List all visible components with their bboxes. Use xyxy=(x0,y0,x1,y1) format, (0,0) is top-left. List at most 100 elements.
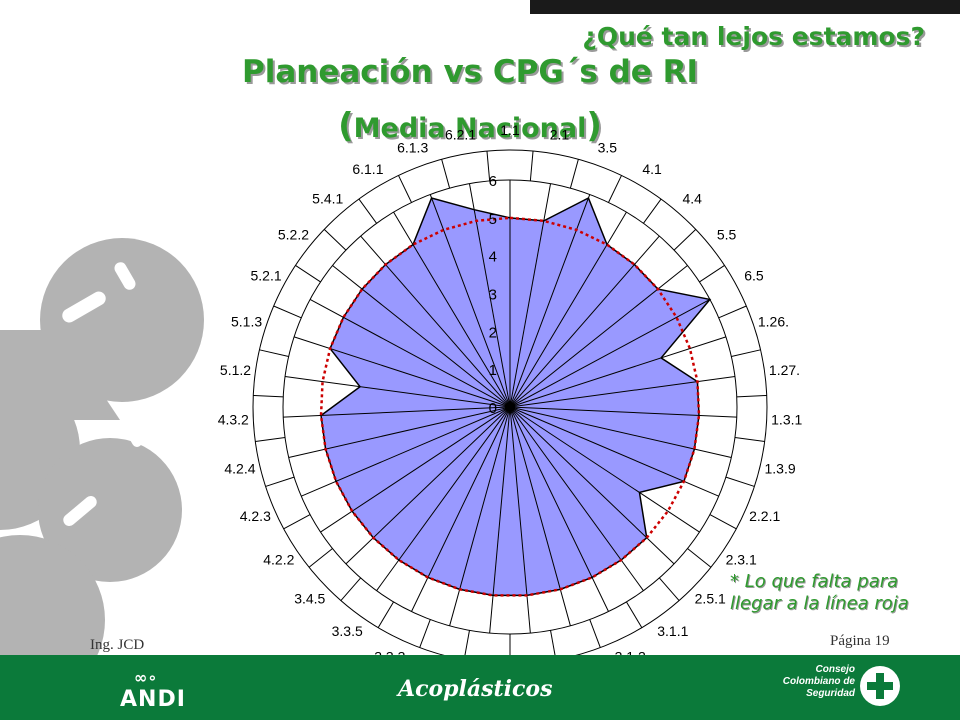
ccs-line-3: Seguridad xyxy=(806,688,855,699)
radar-spoke xyxy=(509,406,737,418)
radar-outer-divider xyxy=(643,198,662,224)
radar-category-label: 4.3.2 xyxy=(218,411,249,427)
subtitle-text: Media Nacional xyxy=(353,113,587,144)
radar-outer-divider xyxy=(569,159,579,189)
radar-outer-divider xyxy=(687,548,712,568)
radar-tick-labels: 0 1 2 3 4 5 6 xyxy=(489,173,497,417)
radar-category-label: 5.2.2 xyxy=(278,226,309,242)
radar-category-label: 2.1 xyxy=(550,126,570,142)
ccs-logo-text: Consejo Colombiano de Seguridad xyxy=(775,664,855,700)
radar-outer-divider xyxy=(377,601,395,628)
chart-note: * Lo que falta para llegar a la línea ro… xyxy=(730,571,960,615)
radar-category-label: 6.1.1 xyxy=(352,161,383,177)
radar-category-label: 3.3.5 xyxy=(332,623,363,639)
ccs-cross-icon xyxy=(860,666,900,706)
radar-outer-divider xyxy=(255,436,286,442)
radar-outer-divider xyxy=(550,630,557,660)
radar-outer-divider xyxy=(589,619,601,648)
radar-category-label: 1.1 xyxy=(500,122,520,138)
radar-category-label: 4.4 xyxy=(683,190,703,206)
radar-spoke xyxy=(376,406,511,591)
radar-outer-divider xyxy=(283,514,311,530)
radar-outer-divider xyxy=(699,265,725,283)
radar-category-label: 1.27. xyxy=(769,362,800,378)
page-subtitle: (Media Nacional) xyxy=(338,106,602,146)
radar-category-label: 2.5.1 xyxy=(695,590,726,606)
radar-outer-divider xyxy=(731,349,761,357)
radar-area-series xyxy=(283,180,737,634)
radar-target-series xyxy=(319,216,701,597)
acoplasticos-logo: Acoplásticos xyxy=(398,676,553,702)
radar-outer-divider xyxy=(419,619,431,648)
radar-category-label: 5.5 xyxy=(717,226,737,242)
radar-spoke xyxy=(301,406,511,497)
radar-category-label: 5.4.1 xyxy=(312,190,343,206)
radar-outer-divider xyxy=(718,305,747,319)
radar-spoke xyxy=(509,235,660,408)
radar-outer-divider xyxy=(529,150,534,181)
radar-category-label: 4.2.2 xyxy=(263,552,294,568)
radar-spoke xyxy=(309,298,511,408)
radar-outer-divider xyxy=(463,630,470,660)
radar-outer-divider xyxy=(725,476,755,487)
radar-tick-label: 1 xyxy=(489,362,497,379)
radar-outer-divider xyxy=(734,436,765,442)
note-line-2: llegar a la línea roja xyxy=(730,593,909,614)
radar-tick-label: 3 xyxy=(489,287,497,304)
radar-category-label: 4.1 xyxy=(642,161,662,177)
radar-outer-divider xyxy=(323,229,347,251)
radar-category-label: 1.3.1 xyxy=(771,411,802,427)
radar-spoke xyxy=(489,406,511,634)
radar-outer-divider xyxy=(709,514,737,530)
radar-spoke xyxy=(283,406,511,418)
andi-logo: ∞∘ ANDI xyxy=(120,668,186,712)
radar-spoke xyxy=(509,211,627,408)
radar-tick-label: 0 xyxy=(489,400,497,417)
radar-outer-divider xyxy=(673,229,697,251)
radar-outer-divider xyxy=(398,175,412,203)
radar-outer-divider xyxy=(295,265,321,283)
radar-outer-divider xyxy=(340,577,362,601)
radar-category-label: 2.3.1 xyxy=(726,552,757,568)
radar-outer-divider xyxy=(358,198,377,224)
radar-outer-divider xyxy=(486,150,491,181)
page-title: Planeación vs CPG´s de RI xyxy=(242,54,698,90)
radar-outer-divider xyxy=(308,548,333,568)
radar-spoke xyxy=(509,336,727,408)
radar-category-label: 4.2.3 xyxy=(240,508,271,524)
page-number: Página 19 xyxy=(830,633,890,649)
footer-bar xyxy=(0,655,960,720)
author-label: Ing. JCD xyxy=(90,637,145,653)
radar-outer-divider xyxy=(736,394,767,398)
radar-outer-divider xyxy=(658,577,680,601)
andi-logo-text: ANDI xyxy=(120,687,186,712)
radar-category-label: 1.3.9 xyxy=(764,461,795,477)
radar-spoke xyxy=(429,194,511,408)
radar-category-label: 1.26. xyxy=(758,313,789,329)
radar-outer-divider xyxy=(253,394,284,398)
note-line-1: * Lo que falta para xyxy=(730,571,899,592)
radar-spoke xyxy=(509,183,552,408)
radar-category-label: 6.5 xyxy=(744,268,764,284)
radar-category-label: 5.2.1 xyxy=(251,268,282,284)
radar-outer-divider xyxy=(441,159,451,189)
radar-category-label: 4.2.4 xyxy=(224,461,255,477)
radar-outer-divider xyxy=(273,305,302,319)
radar-category-label: 3.4.5 xyxy=(294,590,325,606)
radar-tick-label: 2 xyxy=(489,324,497,341)
radar-outer-divider xyxy=(625,601,643,628)
page-question: ¿Qué tan lejos estamos? xyxy=(582,22,925,51)
radar-tick-label: 6 xyxy=(489,173,497,190)
radar-spoke xyxy=(509,406,732,458)
ccs-line-1: Consejo xyxy=(815,664,855,675)
radar-outer-divider xyxy=(608,175,622,203)
radar-spoke xyxy=(509,406,609,612)
top-bar xyxy=(530,0,960,14)
radar-category-label: 6.2.1 xyxy=(445,126,476,142)
radar-spoke xyxy=(509,298,711,408)
radar-outer-divider xyxy=(265,476,295,487)
radar-center-dot xyxy=(505,402,515,412)
radar-category-label: 3.5 xyxy=(598,140,618,156)
ccs-line-2: Colombiano de xyxy=(782,676,855,687)
